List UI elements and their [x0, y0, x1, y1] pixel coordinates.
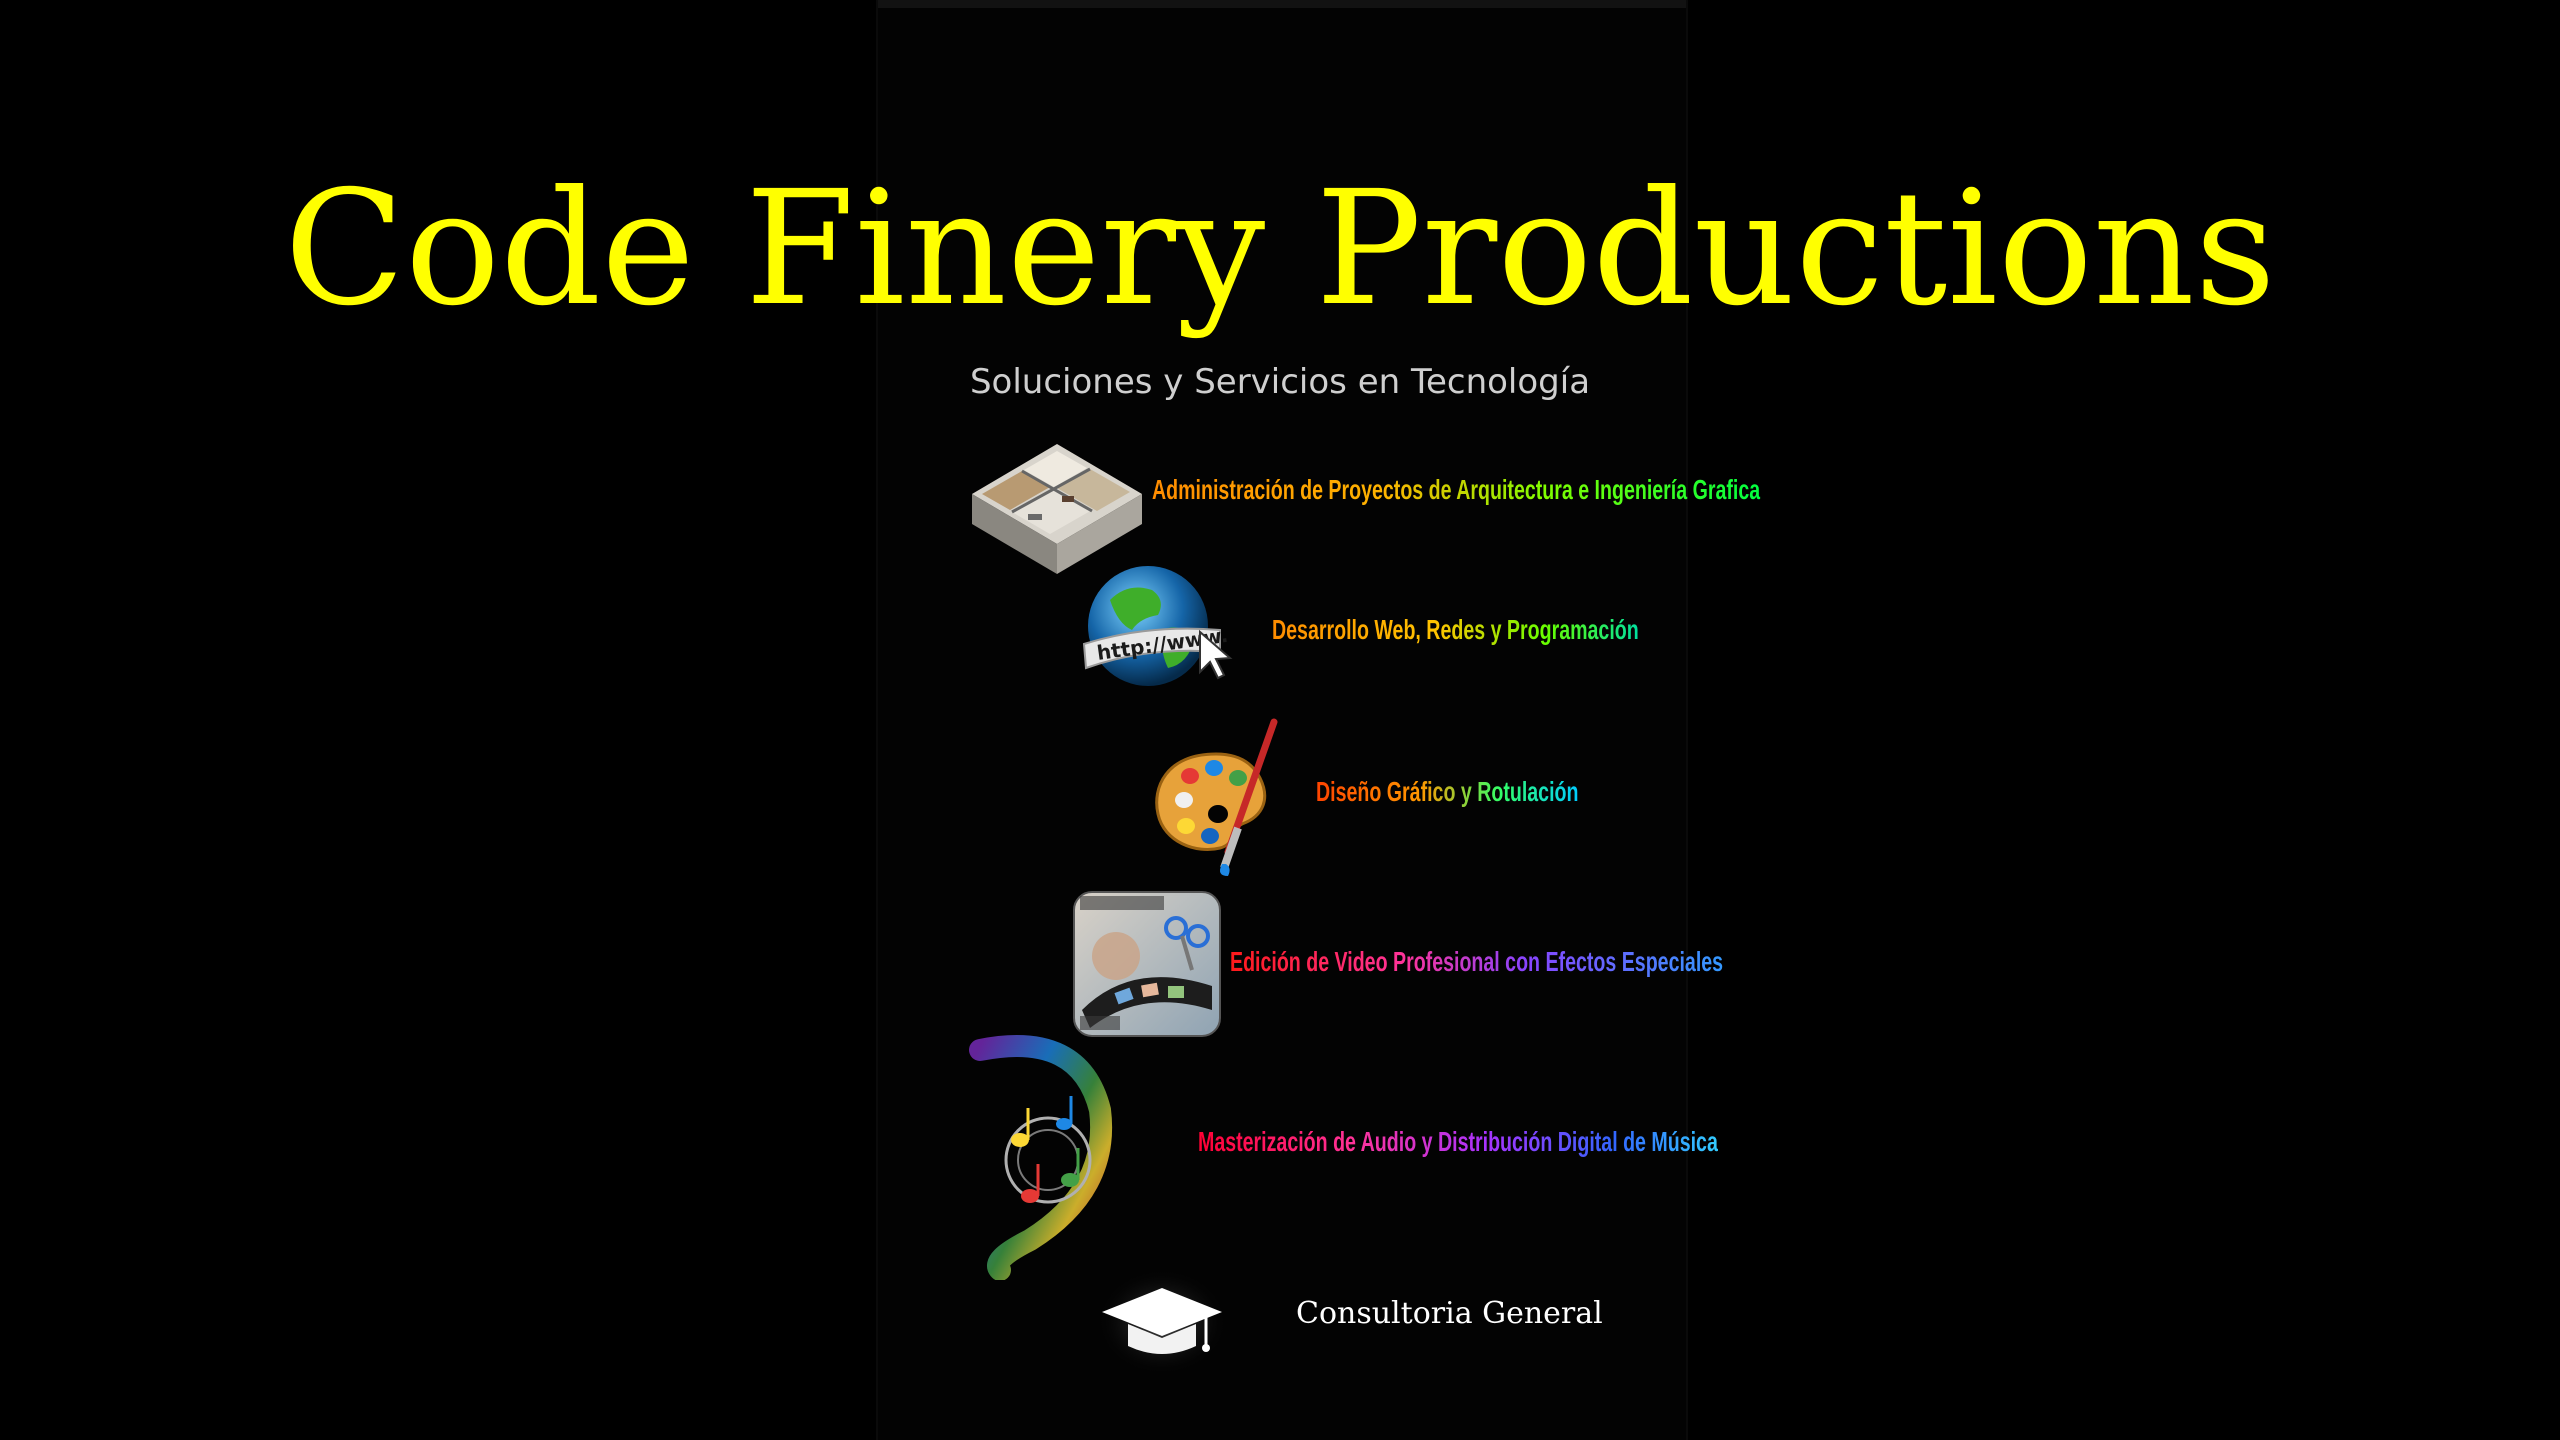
- service-label-consulting: Consultoria General: [1296, 1296, 1603, 1331]
- service-label-architecture: Administración de Proyectos de Arquitect…: [1152, 474, 1761, 505]
- music-notes-icon: [969, 1035, 1113, 1280]
- service-label-video: Edición de Video Profesional con Efectos…: [1230, 946, 1724, 977]
- graduation-cap-icon: [1096, 1268, 1228, 1376]
- service-label-design: Diseño Gráfico y Rotulación: [1316, 776, 1579, 807]
- floor-plan-icon: [972, 444, 1142, 574]
- poster-panel: [876, 0, 1688, 1440]
- service-label-web: Desarrollo Web, Redes y Programación: [1272, 614, 1639, 645]
- globe-www-icon: http://www.: [1082, 566, 1233, 686]
- film-strip-icon: [1073, 891, 1221, 1037]
- page-title: Code Finery Productions: [284, 157, 2276, 341]
- service-label-audio: Masterización de Audio y Distribución Di…: [1198, 1126, 1718, 1157]
- page-subtitle: Soluciones y Servicios en Tecnología: [969, 362, 1591, 402]
- paint-palette-icon: [1155, 718, 1278, 876]
